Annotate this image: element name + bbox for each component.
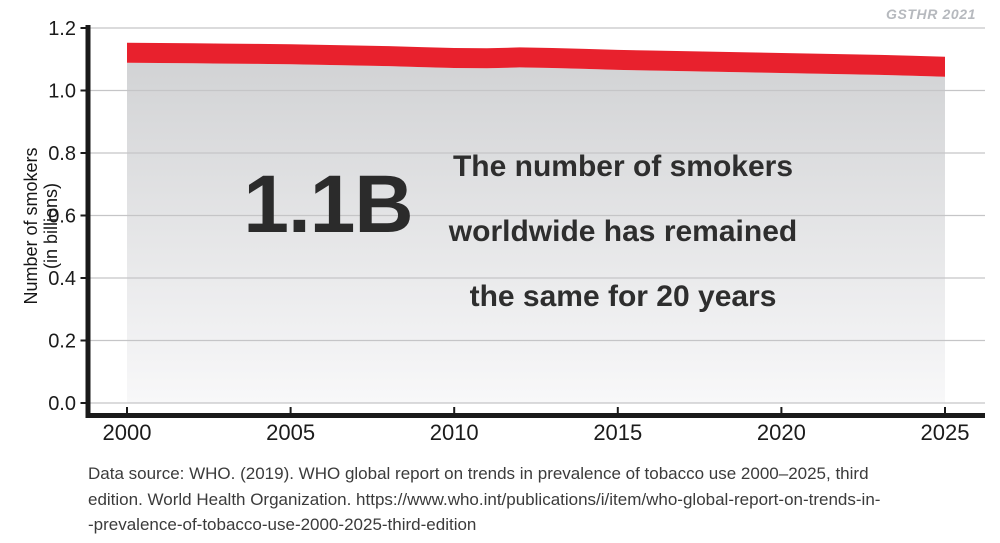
y-tick-label: 1.2 bbox=[48, 18, 76, 40]
source-line-3: -prevalence-of-tobacco-use-2000-2025-thi… bbox=[88, 515, 477, 535]
y-tick-label: 0.0 bbox=[48, 393, 76, 415]
x-tick-label: 2005 bbox=[266, 420, 315, 445]
y-tick-label: 1.0 bbox=[48, 81, 76, 103]
x-tick-label: 2010 bbox=[430, 420, 479, 445]
chart-annotation: The number of smokers worldwide has rema… bbox=[373, 134, 873, 329]
annotation-line-1: The number of smokers bbox=[452, 150, 794, 183]
source-line-1: Data source: WHO. (2019). WHO global rep… bbox=[88, 464, 869, 483]
y-tick-label: 0.4 bbox=[48, 268, 76, 290]
smokers-band bbox=[127, 42, 945, 77]
y-tick-label: 0.2 bbox=[48, 331, 76, 353]
x-tick-label: 2020 bbox=[757, 420, 806, 445]
y-tick-label: 0.6 bbox=[48, 206, 76, 228]
data-source-text: Data source: WHO. (2019). WHO global rep… bbox=[88, 461, 968, 538]
x-tick-label: 2000 bbox=[103, 420, 152, 445]
smokers-area-chart: 0.0 0.2 0.4 0.6 0.8 1.0 1.2 2000 2005 2010 2015 202… bbox=[48, 18, 985, 445]
big-value-label: 1.1B bbox=[243, 159, 413, 250]
y-tick-label: 0.8 bbox=[48, 143, 76, 165]
annotation-line-3: the same for 20 years bbox=[469, 280, 777, 313]
area-fill bbox=[127, 62, 945, 403]
source-line-2: edition. World Health Organization. http… bbox=[88, 489, 881, 509]
x-tick-label: 2015 bbox=[593, 420, 642, 445]
watermark-gsthr: GSTHR 2021 bbox=[885, 6, 976, 22]
x-tick-label: 2025 bbox=[921, 420, 970, 445]
annotation-line-2: worldwide has remained bbox=[448, 215, 798, 248]
